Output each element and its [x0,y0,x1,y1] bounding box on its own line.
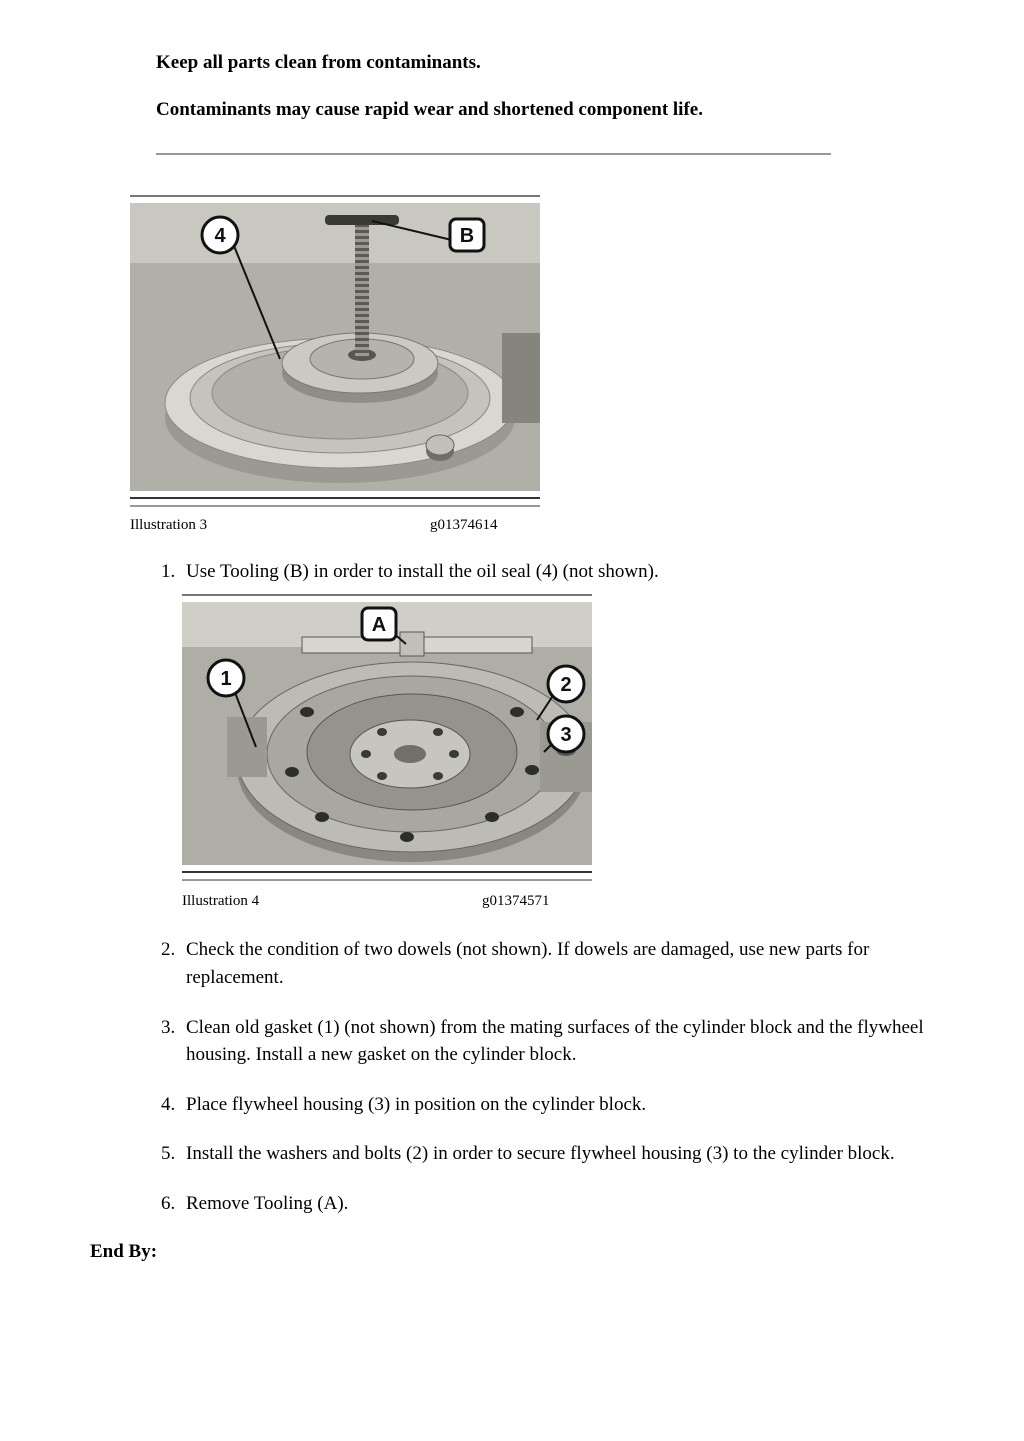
step-6: Remove Tooling (A). [180,1190,934,1218]
step-1: Use Tooling (B) in order to install the … [180,558,934,912]
figure-4-rule-top [182,594,592,596]
figure-3-caption: Illustration 3 g01374614 [130,517,540,534]
step-3-text: Clean old gasket (1) (not shown) from th… [186,1017,924,1066]
step-4-text: Place flywheel housing (3) in position o… [186,1094,646,1115]
figure-3-rule-b2 [130,505,540,507]
figure-4-caption-ref: g01374571 [482,891,550,913]
step-6-text: Remove Tooling (A). [186,1193,348,1214]
step-4: Place flywheel housing (3) in position o… [180,1091,934,1119]
figure-4-rule-b2 [182,879,592,881]
callout-2-text: 2 [560,674,571,696]
step-5-text: Install the washers and bolts (2) in ord… [186,1143,895,1164]
callout-B-text: B [460,225,474,247]
figure-4-caption-label: Illustration 4 [182,891,482,913]
figure-3-rule-top [130,195,540,197]
notice-block: Keep all parts clean from contaminants. … [156,50,934,123]
procedure-list: Use Tooling (B) in order to install the … [140,558,934,1217]
figure-3-rule-b1 [130,497,540,499]
notice-line-2: Contaminants may cause rapid wear and sh… [156,97,934,124]
notice-line-1: Keep all parts clean from contaminants. [156,50,934,77]
callout-1-text: 1 [220,668,231,690]
figure-4-caption: Illustration 4 g01374571 [182,891,592,913]
step-2-text: Check the condition of two dowels (not s… [186,939,869,988]
figure-4-rule-b1 [182,871,592,873]
figure-3-caption-ref: g01374614 [430,517,498,534]
callout-A-text: A [372,614,386,636]
step-5: Install the washers and bolts (2) in ord… [180,1140,934,1168]
figure-4-block: A 1 2 3 Illustration 4 g01374571 [182,594,592,913]
callout-3-text: 3 [560,724,571,746]
figure-3-block: 4 B Illustration 3 g01374614 [130,195,540,534]
step-2: Check the condition of two dowels (not s… [180,936,934,991]
figure-4-image: A 1 2 3 [182,602,592,865]
figure-3-caption-label: Illustration 3 [130,517,430,534]
end-by-heading: End By: [90,1241,934,1263]
section-divider [156,153,831,155]
figure-3-image: 4 B [130,203,540,491]
callout-4-text: 4 [214,225,226,247]
step-1-text: Use Tooling (B) in order to install the … [186,561,659,582]
step-3: Clean old gasket (1) (not shown) from th… [180,1014,934,1069]
